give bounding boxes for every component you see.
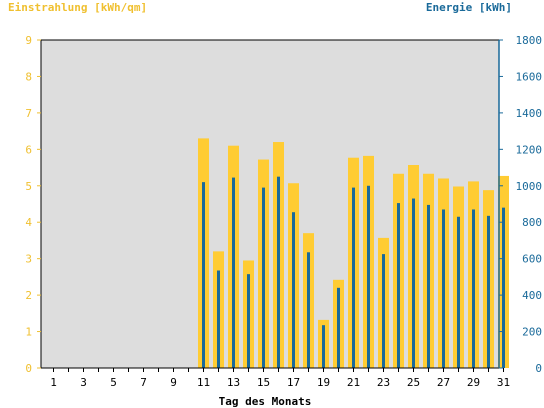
- energy-bar-day-22: [367, 185, 370, 368]
- right-tick-label: 400: [522, 289, 542, 302]
- x-tick-label: 11: [197, 376, 210, 389]
- axes-layer: 0123456789020040060080010001200140016001…: [25, 34, 542, 389]
- x-tick-label: 17: [287, 376, 300, 389]
- left-tick-label: 7: [25, 107, 32, 120]
- energy-bar-day-30: [487, 215, 490, 368]
- x-tick-label: 21: [347, 376, 360, 389]
- right-tick-label: 800: [522, 216, 542, 229]
- right-tick-label: 1200: [516, 143, 543, 156]
- x-tick-label: 31: [497, 376, 510, 389]
- x-tick-label: 19: [317, 376, 330, 389]
- x-tick-label: 3: [80, 376, 87, 389]
- left-tick-label: 2: [25, 289, 32, 302]
- energy-bar-day-26: [427, 204, 430, 368]
- x-tick-label: 27: [437, 376, 450, 389]
- energy-bar-day-24: [397, 203, 400, 368]
- x-tick-label: 29: [467, 376, 480, 389]
- energy-bar-day-14: [247, 274, 250, 368]
- right-tick-label: 1600: [516, 70, 543, 83]
- energy-bar-day-31: [502, 207, 505, 368]
- left-tick-label: 8: [25, 70, 32, 83]
- energy-bar-day-20: [337, 287, 340, 368]
- energy-bar-day-29: [472, 209, 475, 368]
- plot-area: [41, 40, 499, 368]
- x-tick-label: 25: [407, 376, 420, 389]
- right-tick-label: 1800: [516, 34, 543, 47]
- x-tick-label: 15: [257, 376, 270, 389]
- left-tick-label: 9: [25, 34, 32, 47]
- energy-bar-day-21: [352, 187, 355, 368]
- energy-bar-day-13: [232, 177, 235, 368]
- right-tick-label: 200: [522, 326, 542, 339]
- energy-bar-day-12: [217, 270, 220, 368]
- left-axis-title: Einstrahlung [kWh/qm]: [8, 1, 147, 14]
- energy-bar-day-19: [322, 325, 325, 368]
- energy-bar-day-18: [307, 252, 310, 368]
- left-tick-label: 4: [25, 216, 32, 229]
- x-tick-label: 23: [377, 376, 390, 389]
- x-tick-label: 1: [50, 376, 57, 389]
- energy-bar-day-11: [202, 182, 205, 368]
- x-axis-title: Tag des Monats: [219, 395, 312, 408]
- energy-bar-day-27: [442, 209, 445, 368]
- left-tick-label: 0: [25, 362, 32, 375]
- x-tick-label: 5: [110, 376, 117, 389]
- right-tick-label: 600: [522, 253, 542, 266]
- right-tick-label: 0: [535, 362, 542, 375]
- energy-bar-day-15: [262, 187, 265, 368]
- right-axis-title: Energie [kWh]: [426, 1, 512, 14]
- energy-bar-day-16: [277, 176, 280, 368]
- x-tick-label: 13: [227, 376, 240, 389]
- left-tick-label: 6: [25, 143, 32, 156]
- energy-bar-day-25: [412, 198, 415, 368]
- x-tick-label: 7: [140, 376, 147, 389]
- right-tick-label: 1400: [516, 107, 543, 120]
- x-tick-label: 9: [170, 376, 177, 389]
- bars-layer: [198, 138, 509, 368]
- energy-bar-day-23: [382, 254, 385, 368]
- energy-bar-day-17: [292, 212, 295, 368]
- left-tick-label: 5: [25, 180, 32, 193]
- right-tick-label: 1000: [516, 180, 543, 193]
- left-tick-label: 1: [25, 326, 32, 339]
- left-tick-label: 3: [25, 253, 32, 266]
- energy-bar-day-28: [457, 216, 460, 368]
